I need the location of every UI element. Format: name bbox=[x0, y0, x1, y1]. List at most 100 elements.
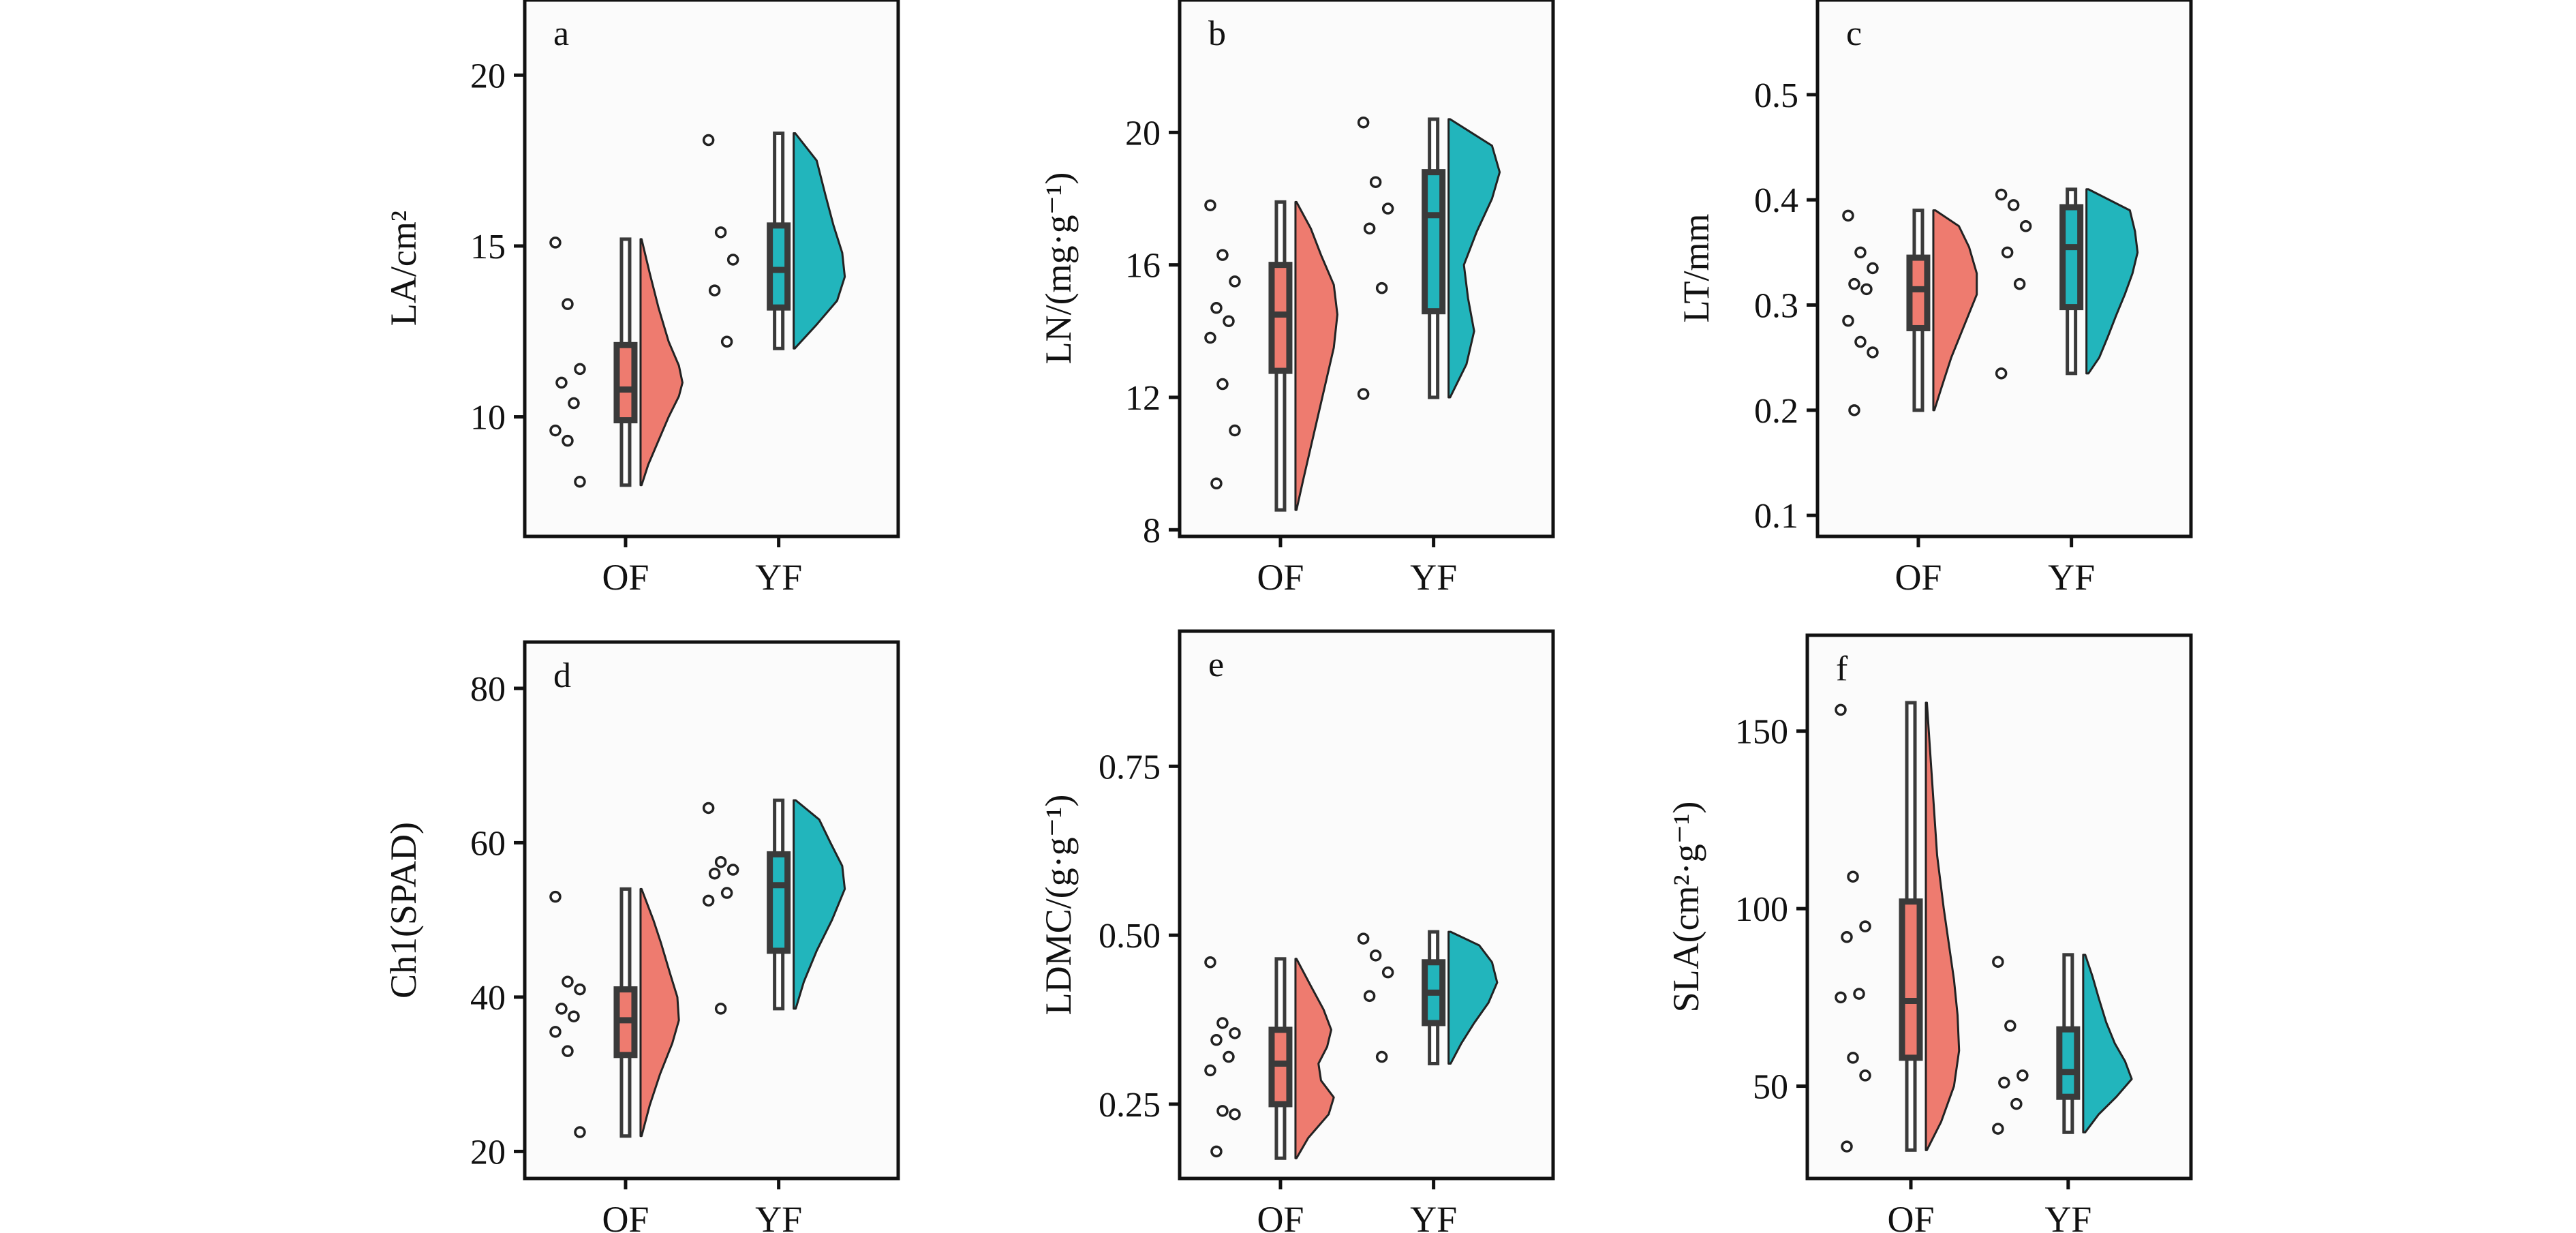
y-tick-label: 80 bbox=[470, 670, 506, 709]
panel-a: a 10 15 20 LA/cm² OF YF bbox=[383, 0, 900, 598]
x-tick-label: YF bbox=[755, 1199, 802, 1233]
box-iqr bbox=[1899, 898, 1923, 1061]
panel-background bbox=[1180, 0, 1553, 536]
x-tick-label: OF bbox=[1895, 557, 1942, 598]
data-point bbox=[549, 890, 562, 903]
series-OF: OF bbox=[549, 887, 680, 1233]
data-point bbox=[1223, 1050, 1235, 1063]
data-point bbox=[1992, 956, 2004, 968]
data-point bbox=[568, 1010, 580, 1022]
data-point bbox=[1842, 209, 1854, 222]
data-point bbox=[574, 983, 586, 996]
x-tick-label: YF bbox=[2044, 1199, 2091, 1233]
y-tick-label: 0.1 bbox=[1754, 497, 1798, 536]
data-point bbox=[1363, 222, 1376, 234]
data-point bbox=[1859, 920, 1871, 932]
y-tick-label: 0.2 bbox=[1754, 392, 1798, 431]
y-tick-label: 60 bbox=[470, 824, 506, 863]
panel-f: f 50 100 150 SLA(cm²·g⁻¹) OF YF bbox=[1666, 633, 2193, 1233]
x-tick-label: OF bbox=[1257, 1199, 1304, 1233]
data-point bbox=[1204, 199, 1216, 211]
y-axis-label: Ch1(SPAD) bbox=[383, 822, 424, 999]
data-point bbox=[562, 298, 574, 310]
data-point bbox=[1357, 116, 1370, 129]
panel-label: c bbox=[1846, 14, 1862, 53]
data-point bbox=[1216, 1105, 1229, 1117]
data-point bbox=[1841, 931, 1853, 943]
data-point bbox=[562, 1045, 574, 1057]
y-tick-label: 0.5 bbox=[1754, 76, 1798, 115]
series-OF: OF bbox=[549, 237, 684, 598]
panel-b: b 8 12 16 20 LN/(mg·g⁻¹) OF YF bbox=[1038, 0, 1555, 598]
data-point bbox=[714, 855, 727, 868]
data-point bbox=[702, 134, 715, 147]
data-point bbox=[1867, 346, 1879, 359]
y-axis-label: LT/mm bbox=[1676, 213, 1717, 322]
y-axis-label: SLA(cm²·g⁻¹) bbox=[1666, 802, 1706, 1013]
box-iqr bbox=[767, 222, 791, 311]
x-tick-label: YF bbox=[2048, 557, 2095, 598]
density-cloud bbox=[1925, 701, 1961, 1151]
series-YF: YF bbox=[702, 131, 846, 598]
density-cloud bbox=[1447, 930, 1499, 1065]
panel-background bbox=[525, 642, 898, 1178]
panel-frame bbox=[1178, 629, 1555, 1181]
panel-frame bbox=[1805, 633, 2193, 1181]
y-tick-label: 50 bbox=[1753, 1068, 1788, 1107]
x-tick-label: OF bbox=[1887, 1199, 1934, 1233]
data-point bbox=[1867, 262, 1879, 275]
data-point bbox=[1998, 1076, 2010, 1089]
data-point bbox=[1848, 404, 1860, 416]
y-tick-label: 0.75 bbox=[1099, 748, 1161, 787]
panel-label: f bbox=[1836, 650, 1848, 688]
data-point bbox=[1860, 283, 1873, 296]
series-YF: YF bbox=[1995, 187, 2139, 598]
data-point bbox=[1381, 202, 1394, 215]
data-point bbox=[1210, 302, 1223, 314]
box-iqr bbox=[1906, 254, 1931, 331]
density-cloud bbox=[793, 799, 846, 1010]
y-tick-label: 20 bbox=[470, 57, 506, 95]
data-point bbox=[574, 476, 586, 488]
series-OF: OF bbox=[1842, 209, 1978, 598]
data-point bbox=[726, 864, 739, 876]
data-point bbox=[1210, 477, 1223, 490]
data-point bbox=[720, 887, 733, 899]
y-axis-label: LA/cm² bbox=[383, 211, 424, 326]
data-point bbox=[1841, 1140, 1853, 1153]
box-iqr bbox=[2056, 1026, 2081, 1100]
data-point bbox=[2004, 1020, 2017, 1032]
data-point bbox=[1375, 281, 1388, 294]
data-point bbox=[2013, 277, 2026, 290]
y-tick-label: 16 bbox=[1125, 247, 1161, 286]
data-point bbox=[1210, 1145, 1223, 1158]
data-point bbox=[568, 397, 580, 410]
data-point bbox=[1363, 990, 1376, 1003]
data-point bbox=[1369, 949, 1382, 962]
data-point bbox=[562, 434, 574, 447]
y-tick-label: 20 bbox=[1125, 114, 1161, 153]
density-cloud bbox=[639, 238, 684, 487]
panel-frame bbox=[1178, 0, 1555, 538]
data-point bbox=[708, 284, 721, 296]
panel-d: d 20 40 60 80 Ch1(SPAD) OF YF bbox=[383, 640, 900, 1233]
series-YF: YF bbox=[702, 798, 846, 1233]
data-point bbox=[708, 867, 721, 880]
data-point bbox=[1229, 424, 1241, 437]
data-point bbox=[1835, 991, 1847, 1004]
y-tick-label: 20 bbox=[470, 1133, 506, 1172]
panel-frame bbox=[1815, 0, 2193, 538]
box-iqr bbox=[1422, 169, 1446, 315]
data-point bbox=[714, 1003, 727, 1015]
y-tick-label: 150 bbox=[1735, 713, 1788, 752]
data-point bbox=[2017, 1069, 2029, 1082]
data-point bbox=[549, 1026, 562, 1038]
data-point bbox=[1216, 1017, 1229, 1029]
panel-background bbox=[1180, 631, 1553, 1178]
x-tick-label: YF bbox=[755, 557, 802, 598]
x-tick-label: OF bbox=[602, 557, 649, 598]
data-point bbox=[1369, 176, 1382, 188]
series-OF: OF bbox=[1835, 701, 1961, 1233]
data-point bbox=[1847, 1052, 1859, 1064]
data-point bbox=[1847, 870, 1859, 883]
